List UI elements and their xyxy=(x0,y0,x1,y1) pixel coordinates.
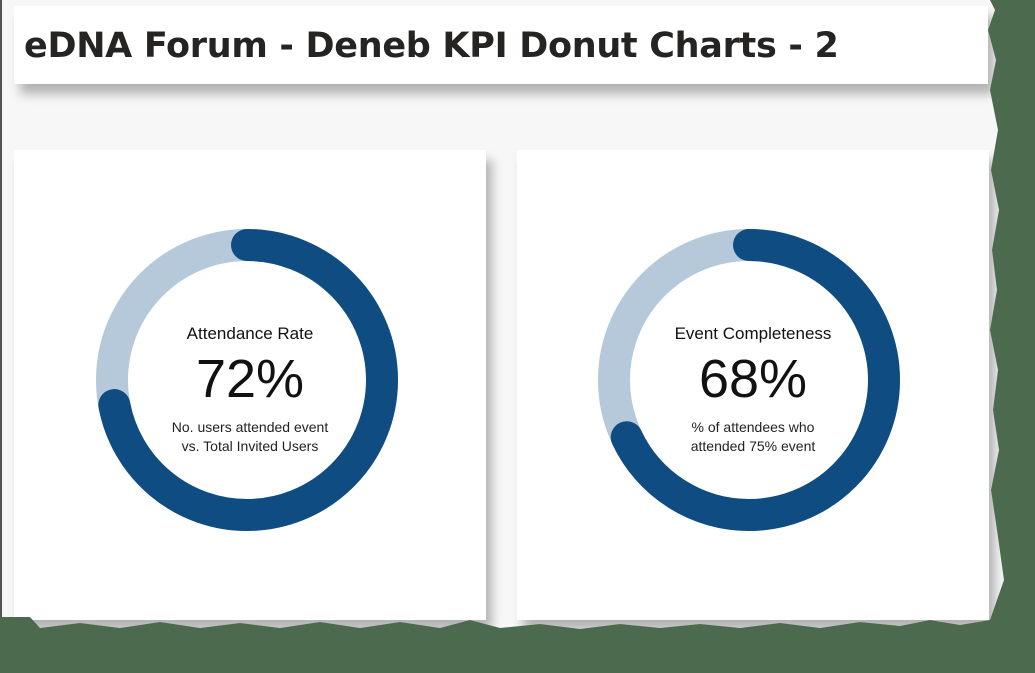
kpi-subtitle-line1: No. users attended event xyxy=(171,419,329,435)
donut-value-arc xyxy=(96,229,398,531)
kpi-title: Event Completeness xyxy=(674,324,832,343)
donut-chart-event-completeness xyxy=(598,229,900,531)
kpi-card-attendance-rate[interactable]: Attendance Rate 72% No. users attended e… xyxy=(14,150,486,620)
kpi-title: Attendance Rate xyxy=(186,324,314,343)
kpi-subtitle-line1: % of attendees who xyxy=(691,419,815,435)
kpi-subtitle-line2: attended 75% event xyxy=(690,438,816,454)
kpi-card-event-completeness[interactable]: Event Completeness 68% % of attendees wh… xyxy=(517,150,989,620)
kpi-value: 72% xyxy=(195,349,305,409)
kpi-subtitle-line2: vs. Total Invited Users xyxy=(181,438,319,454)
kpi-value: 68% xyxy=(698,349,808,409)
donut-chart-attendance-rate xyxy=(96,229,398,531)
title-card: eDNA Forum - Deneb KPI Donut Charts - 2 xyxy=(14,6,988,84)
donut-value-arc xyxy=(598,229,900,531)
page-title: eDNA Forum - Deneb KPI Donut Charts - 2 xyxy=(24,26,839,66)
report-canvas: eDNA Forum - Deneb KPI Donut Charts - 2 … xyxy=(0,0,1004,629)
